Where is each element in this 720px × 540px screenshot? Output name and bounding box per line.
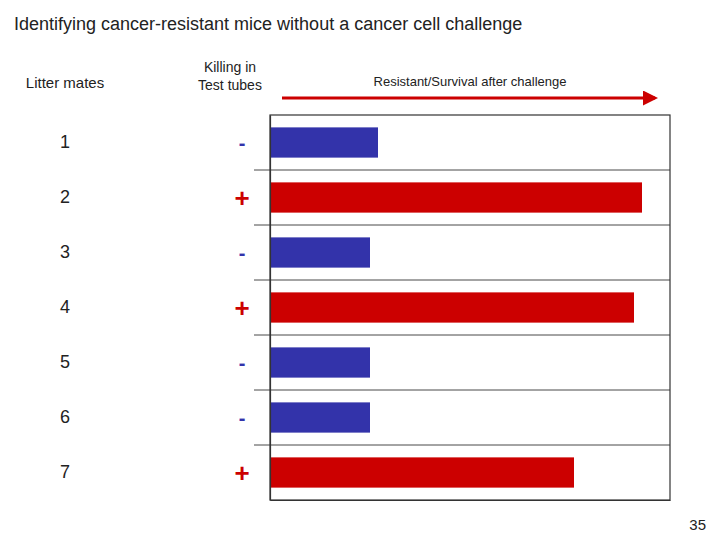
- sign: +: [234, 458, 249, 488]
- row-divider: [254, 225, 670, 226]
- y-tick-label: 7: [60, 462, 70, 482]
- bar: [270, 457, 574, 487]
- annotation: 35: [689, 516, 706, 533]
- x-axis-line: [271, 500, 671, 501]
- bar: [270, 292, 634, 322]
- sign: -: [239, 352, 246, 374]
- row-divider: [254, 170, 670, 171]
- x-axis: [271, 500, 671, 501]
- title: Identifying cancer-resistant mice withou…: [14, 14, 522, 34]
- bar: [270, 127, 378, 157]
- row-divider: [254, 335, 670, 336]
- plot: 1 2 3 4 5 6 7 - + - + - - +: [60, 115, 671, 501]
- sign: -: [239, 132, 246, 154]
- sign: -: [239, 407, 246, 429]
- sign: +: [234, 293, 249, 323]
- sign: +: [234, 183, 249, 213]
- chart-svg: Identifying cancer-resistant mice withou…: [0, 0, 720, 540]
- y-tick-label: 4: [60, 297, 70, 317]
- signs: - + - + - - +: [234, 132, 249, 488]
- y-axis-title: Litter mates: [26, 74, 104, 91]
- row-divider: [254, 280, 670, 281]
- x-axis-title: Resistant/Survival after challenge: [374, 74, 567, 89]
- signs-title: Killing inTest tubes: [198, 59, 262, 93]
- arrow: [282, 97, 655, 100]
- row-divider: [254, 390, 670, 391]
- bars: [270, 127, 642, 487]
- bar: [270, 237, 370, 267]
- bar: [270, 347, 370, 377]
- y-tick-label: 3: [60, 242, 70, 262]
- y-axis-line: [270, 116, 271, 501]
- y-axis: 1 2 3 4 5 6 7: [60, 116, 271, 501]
- sign: -: [239, 242, 246, 264]
- y-tick-label: 2: [60, 187, 70, 207]
- bar: [270, 182, 642, 212]
- bar: [270, 402, 370, 432]
- y-tick-label: 1: [60, 132, 70, 152]
- y-tick-label: 5: [60, 352, 70, 372]
- row-divider: [254, 445, 670, 446]
- y-tick-label: 6: [60, 407, 70, 427]
- plot-frame: [270, 115, 670, 500]
- row-dividers: [254, 170, 670, 445]
